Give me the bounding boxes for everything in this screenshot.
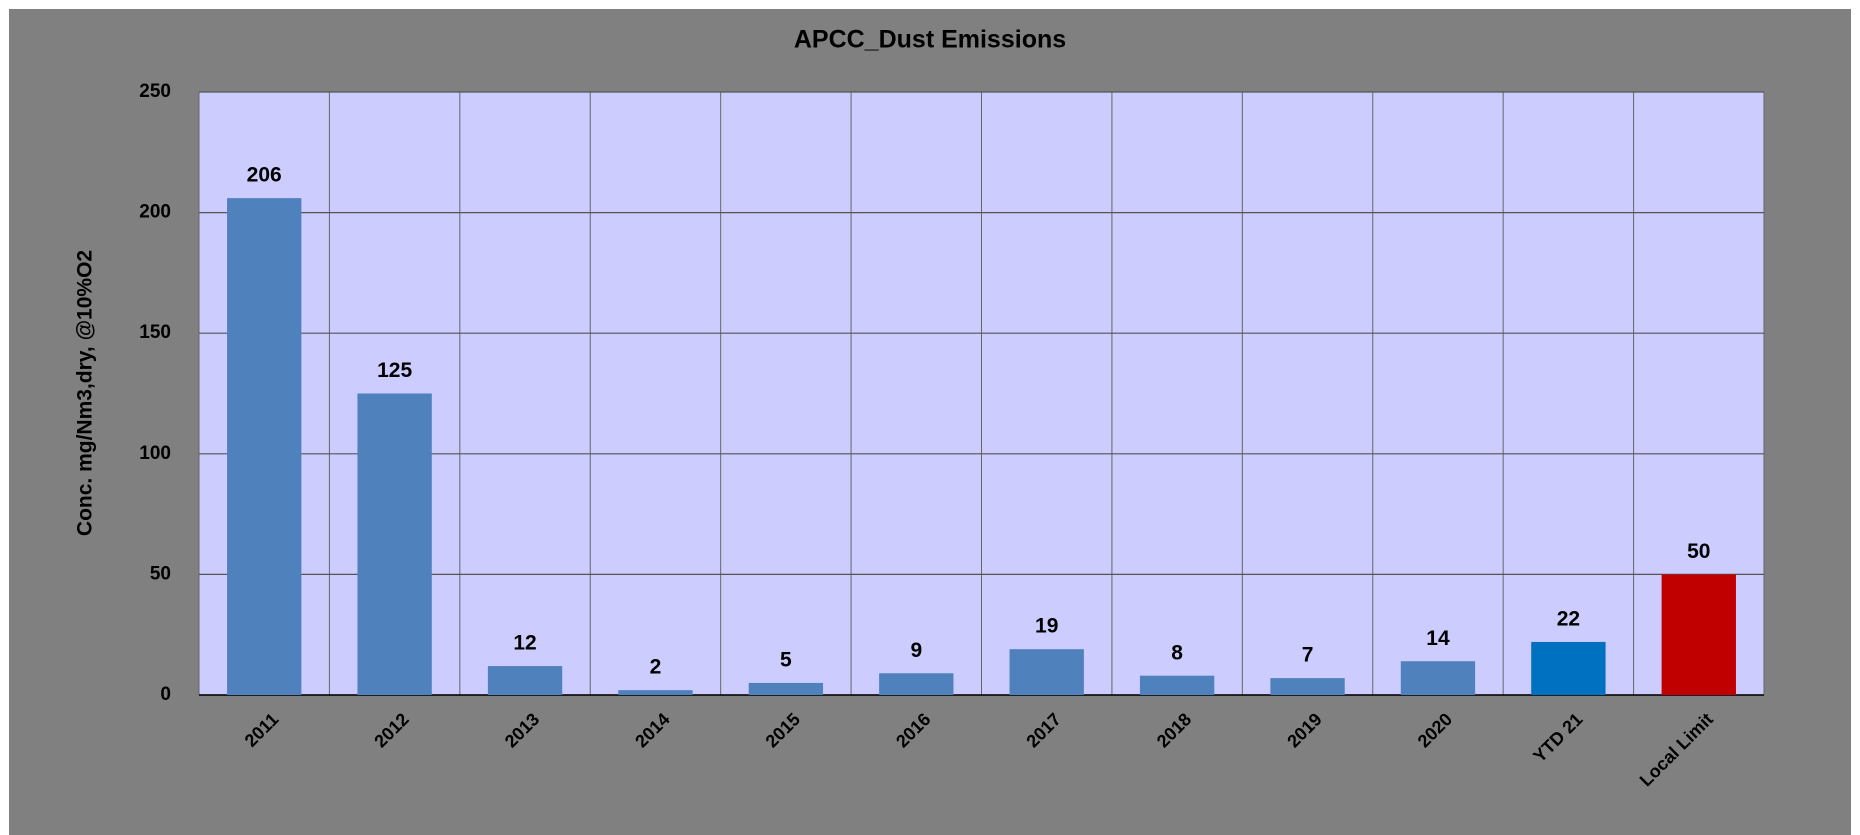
bar [1139,675,1215,695]
y-tick-label: 0 [160,684,171,705]
bar [1270,678,1345,695]
data-label: 14 [1426,627,1450,650]
data-label: 12 [513,632,536,655]
bar [1009,649,1084,695]
data-label: 125 [377,359,412,382]
data-label: 8 [1171,641,1183,664]
data-label: 19 [1035,615,1058,638]
data-label: 2 [650,656,662,679]
data-label: 5 [780,648,792,671]
bar [227,198,302,696]
y-tick-label: 150 [139,322,171,343]
bar [487,666,563,695]
bar [748,682,824,695]
y-tick-label: 50 [150,563,171,584]
bar [879,673,954,695]
bar [1661,574,1736,695]
chart-title: APCC_Dust Emissions [794,26,1066,54]
data-label: 7 [1302,644,1314,667]
data-label: 50 [1687,540,1710,563]
bar [618,690,693,695]
bar [1400,661,1476,695]
y-tick-label: 250 [139,81,171,102]
data-label: 206 [247,164,282,187]
data-label: 9 [910,639,922,662]
y-tick-label: 200 [139,202,171,223]
bar [1531,641,1606,695]
y-axis-label: Conc. mg/Nm3,dry, @10%O2 [74,250,97,536]
y-tick-label: 100 [139,443,171,464]
data-label: 22 [1557,607,1580,630]
bar [357,393,432,695]
